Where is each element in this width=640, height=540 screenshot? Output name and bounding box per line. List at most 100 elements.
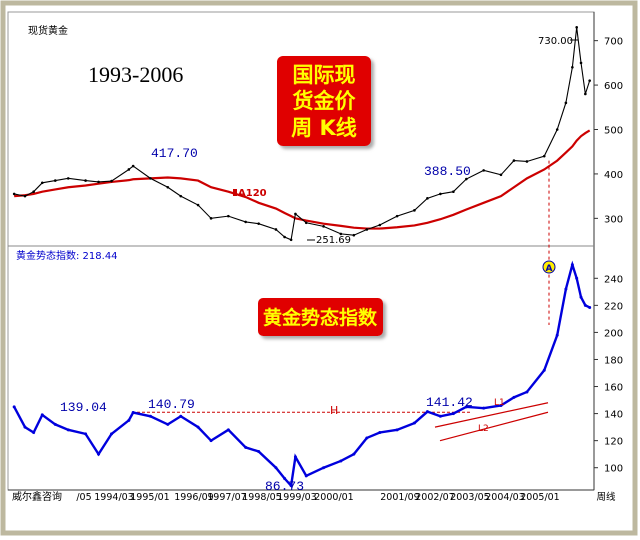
top-title-line-2: 货金价 (293, 89, 357, 113)
price-point (579, 61, 583, 65)
index-point (66, 428, 70, 432)
price-point (149, 177, 152, 180)
price-point (452, 190, 455, 193)
annotation-388: 388.50 (424, 164, 471, 179)
y-tick-label: 500 (604, 126, 623, 137)
y-tick-label: 300 (604, 214, 623, 225)
index-header: 黄金势态指数: 218.44 (16, 249, 118, 262)
index-point (365, 436, 369, 440)
price-point (179, 194, 183, 198)
price-point (413, 209, 416, 212)
index-point (131, 411, 135, 415)
price-point (575, 26, 578, 29)
ma-label: A120 (238, 188, 267, 199)
price-point (209, 217, 213, 220)
price-point (227, 214, 230, 218)
price-point (40, 181, 44, 185)
annotation-251: 251.69 (316, 235, 351, 246)
x-tick-label: 1999/03 (277, 492, 316, 503)
top-title-box (277, 56, 371, 146)
price-point (499, 173, 503, 177)
index-point (352, 452, 356, 456)
price-point (322, 225, 325, 228)
index-point (274, 466, 278, 470)
index-point (542, 368, 546, 372)
price-point (66, 177, 70, 180)
instrument-label: 现货黄金 (28, 24, 68, 37)
index-points (12, 263, 592, 488)
price-points (12, 26, 591, 242)
index-point (499, 403, 503, 407)
price-point (588, 79, 591, 82)
index-point (283, 477, 287, 481)
index-point (196, 425, 200, 429)
index-point (289, 484, 293, 488)
bottom-title: 黄金势态指数 (263, 306, 378, 329)
price-point (23, 194, 27, 198)
price-point (555, 128, 559, 131)
price-point (84, 179, 87, 182)
price-point (465, 177, 468, 181)
bottom-title-box (258, 298, 383, 336)
price-point (283, 235, 286, 239)
x-tick-label: 1998/05 (242, 492, 281, 503)
y-tick-label: 700 (604, 37, 623, 48)
price-point (542, 154, 546, 158)
y-tick-label: 220 (604, 301, 623, 312)
x-tick-label: /05 (76, 492, 91, 503)
price-point (294, 212, 297, 216)
x-tick-label: 2000/01 (314, 492, 353, 503)
index-point (575, 276, 579, 280)
price-point (584, 92, 587, 96)
index-point (588, 305, 592, 309)
y-tick-label: 600 (604, 81, 623, 92)
index-point (32, 431, 36, 435)
annotation-139: 139.04 (60, 400, 107, 415)
annotation-730: 730.00 (538, 36, 573, 47)
signal-marker-label: A (546, 264, 553, 274)
x-tick-label: 2004/03 (485, 492, 524, 503)
price-point (244, 220, 247, 224)
price-point (482, 169, 485, 172)
index-point (570, 263, 574, 267)
price-point (110, 179, 113, 183)
index-point (583, 303, 587, 307)
y-tick-label: 120 (604, 437, 623, 448)
price-point (127, 168, 131, 171)
index-point (53, 422, 57, 426)
y-tick-label: 140 (604, 410, 623, 421)
index-line (13, 260, 591, 489)
price-point (166, 185, 170, 189)
index-point (12, 405, 16, 409)
index-point (412, 421, 416, 425)
index-point (23, 425, 27, 429)
index-point (525, 390, 529, 394)
index-point (148, 414, 152, 418)
index-point (110, 432, 114, 436)
price-point (339, 232, 343, 236)
x-tick-label: 2002/07 (415, 492, 454, 503)
l1-trendline (434, 402, 549, 428)
l1-label: L1 (494, 398, 505, 408)
price-point (32, 190, 35, 193)
y-tick-label: 180 (604, 355, 623, 366)
index-point (127, 418, 131, 422)
price-point (564, 101, 568, 105)
index-point (293, 455, 297, 459)
y-tick-label: 200 (604, 328, 623, 339)
price-point (426, 197, 429, 200)
price-point (365, 228, 369, 231)
annotation-140: 140.79 (148, 397, 195, 412)
price-point (512, 159, 516, 162)
price-point (352, 233, 356, 237)
index-point (304, 474, 308, 478)
y-tick-label: 160 (604, 383, 623, 394)
index-point (425, 410, 429, 414)
index-point (84, 432, 88, 436)
price-point (395, 214, 399, 218)
index-point (257, 449, 261, 453)
index-point (226, 428, 230, 432)
price-point (97, 180, 100, 184)
l2-label: L2 (478, 424, 489, 434)
